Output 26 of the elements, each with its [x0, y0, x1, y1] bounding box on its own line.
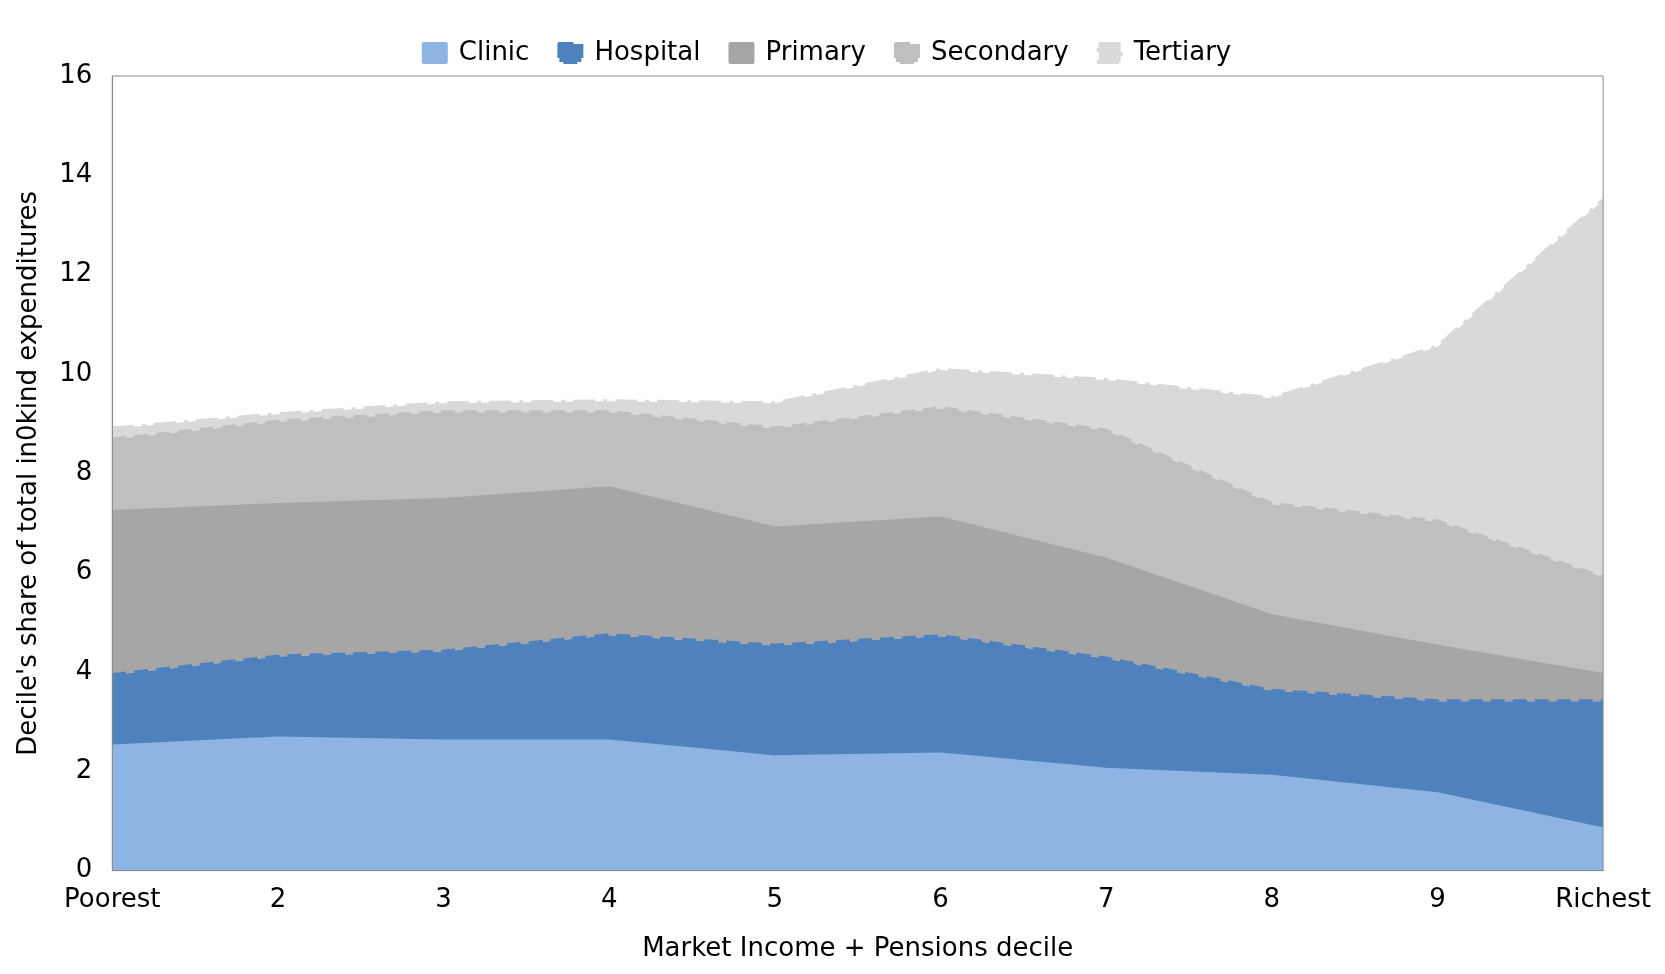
- legend-label: Tertiary: [1132, 35, 1232, 66]
- y-tick-label: 12: [59, 257, 93, 288]
- x-tick-label: 9: [1429, 882, 1446, 913]
- x-tick-label: Poorest: [64, 882, 161, 913]
- legend-label: Secondary: [930, 35, 1069, 66]
- y-tick-label: 10: [59, 356, 93, 387]
- y-tick-label: 2: [75, 754, 93, 785]
- legend-label: Hospital: [594, 35, 701, 66]
- x-tick-label: 6: [932, 882, 949, 913]
- y-tick-label: 4: [75, 654, 93, 685]
- x-tick-label: 3: [435, 882, 452, 913]
- x-tick-label: 7: [1097, 882, 1115, 913]
- y-axis-title: Decile's share of total in0kind expenditures: [12, 190, 43, 756]
- legend-label: Primary: [765, 35, 866, 66]
- x-tick-label: 8: [1263, 882, 1281, 913]
- y-tick-label: 0: [75, 853, 93, 884]
- legend-label: Clinic: [458, 35, 530, 66]
- x-axis-title: Market Income + Pensions decile: [642, 932, 1074, 963]
- x-tick-label: 2: [269, 882, 287, 913]
- x-tick-label: 4: [600, 882, 618, 913]
- x-tick-label: 5: [766, 882, 784, 913]
- y-tick-label: 6: [75, 555, 93, 586]
- y-tick-label: 14: [59, 158, 93, 189]
- x-tick-label: Richest: [1555, 882, 1652, 913]
- y-tick-label: 8: [75, 456, 93, 487]
- y-tick-label: 16: [59, 58, 93, 89]
